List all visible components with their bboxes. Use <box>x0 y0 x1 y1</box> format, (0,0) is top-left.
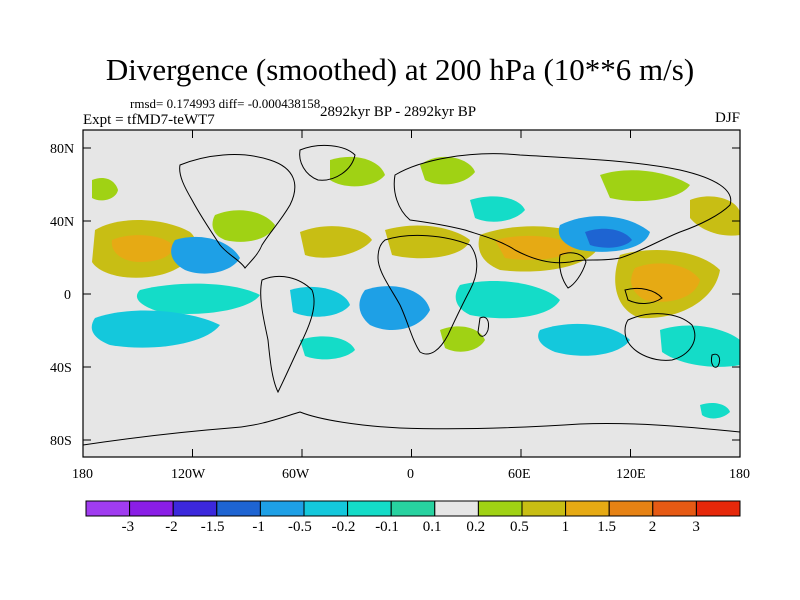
coast-greenland <box>299 144 356 181</box>
colorbar-label: 3 <box>692 519 700 535</box>
field-region <box>700 402 730 419</box>
coast-south-america <box>260 275 315 394</box>
colorbar-label: -3 <box>121 519 135 535</box>
field-region <box>359 286 430 330</box>
colorbar-swatch <box>259 500 305 517</box>
lon-label-180w: 180 <box>72 467 93 482</box>
colorbar-swatch <box>85 500 131 517</box>
period-label: 2892kyr BP - 2892kyr BP <box>320 104 477 120</box>
lat-ticks <box>83 147 740 441</box>
field-region <box>585 228 632 248</box>
colorbar-swatch <box>129 500 174 517</box>
coast-australia <box>624 313 696 361</box>
coast-islands <box>624 287 663 304</box>
coast-eurasia <box>393 153 732 264</box>
field-region <box>495 235 575 260</box>
colorbar-label: 0.5 <box>510 519 529 535</box>
coastlines <box>83 144 740 446</box>
colorbar-swatch <box>608 500 654 517</box>
field-region <box>440 326 485 352</box>
field-region <box>171 236 240 274</box>
colorbar-swatch <box>347 500 392 517</box>
map-title: Divergence (smoothed) at 200 hPa (10**6 … <box>105 52 695 87</box>
field-region <box>290 286 350 317</box>
colorbar-label: -0.1 <box>375 519 399 535</box>
divergence-field <box>91 156 740 419</box>
coast-africa <box>377 234 478 355</box>
colorbar-label: 2 <box>648 519 657 535</box>
field-region <box>300 226 372 258</box>
field-region <box>420 156 475 185</box>
colorbar-label: 0.2 <box>466 519 486 535</box>
lon-label-60e: 60E <box>508 467 531 482</box>
colorbar-swatch <box>652 500 697 517</box>
lat-label-40n: 40N <box>50 215 75 230</box>
field-region <box>300 336 355 360</box>
colorbar-swatch <box>695 500 741 517</box>
colorbar-swatch <box>303 500 349 517</box>
field-region <box>91 310 220 348</box>
stats-text: rmsd= 0.174993 diff= -0.000438158 <box>130 96 321 111</box>
field-region <box>631 263 700 302</box>
coast-north-america <box>179 154 296 269</box>
field-region <box>111 235 173 262</box>
lon-label-120w: 120W <box>171 467 206 482</box>
field-region <box>330 156 385 187</box>
coast-india <box>559 252 587 289</box>
field-region <box>538 323 630 356</box>
colorbar-label: 0.1 <box>422 519 442 535</box>
colorbar-label: -1.5 <box>200 519 225 535</box>
colorbar-swatch <box>477 500 523 517</box>
colorbar-swatch <box>172 500 218 517</box>
colorbar <box>85 500 741 517</box>
coast-antarctica <box>83 411 740 446</box>
lat-label-40s: 40S <box>50 361 72 376</box>
field-region <box>455 280 560 319</box>
colorbar-label: -0.5 <box>288 519 312 535</box>
coast-madagascar <box>477 316 489 337</box>
field-region <box>470 196 525 222</box>
colorbar-label: 1.5 <box>597 519 616 535</box>
lon-label-120e: 120E <box>616 467 646 482</box>
colorbar-swatch <box>390 500 436 517</box>
colorbar-label: -2 <box>165 519 178 535</box>
field-region <box>212 210 275 242</box>
field-region <box>92 178 118 201</box>
season-label: DJF <box>714 110 740 126</box>
colorbar-swatch <box>434 500 479 517</box>
field-region <box>385 225 470 259</box>
field-region <box>136 283 260 315</box>
experiment-label: Expt = tfMD7-teWT7 <box>83 112 215 128</box>
lon-label-180e: 180 <box>729 467 750 482</box>
lon-label-0: 0 <box>407 467 414 482</box>
colorbar-swatch <box>521 500 567 517</box>
lon-ticks <box>82 130 741 457</box>
coast-new-zealand <box>711 353 721 368</box>
colorbar-label: -0.2 <box>331 519 356 535</box>
field-region <box>600 170 690 202</box>
lat-label-80n: 80N <box>50 142 75 157</box>
lat-label-80s: 80S <box>50 434 72 449</box>
lon-label-60w: 60W <box>282 467 310 482</box>
colorbar-swatch <box>216 500 261 517</box>
colorbar-label: -1 <box>252 519 265 535</box>
colorbar-label: 1 <box>561 519 570 535</box>
colorbar-swatch <box>565 500 610 517</box>
lat-label-eq: 0 <box>64 288 71 303</box>
